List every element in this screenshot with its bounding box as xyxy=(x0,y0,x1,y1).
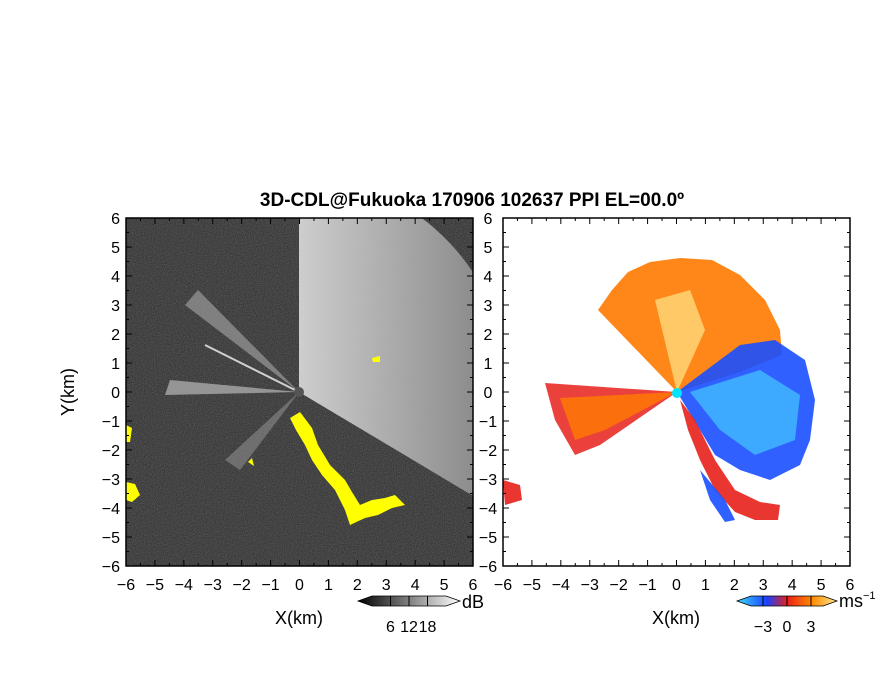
right-x-tick-label: −5 xyxy=(523,577,541,594)
right-x-tick-label: 4 xyxy=(788,577,797,594)
left-colorbar-tick-label: 12 xyxy=(400,619,418,636)
right-velocity-positive-core xyxy=(655,290,705,392)
left-radar-site xyxy=(294,387,304,397)
left-y-tick-label: 2 xyxy=(111,327,120,344)
right-colorbar: −3 0 3 ms−1 xyxy=(735,590,876,636)
right-x-tick-label: 6 xyxy=(846,577,855,594)
left-x-tick-label: −5 xyxy=(146,577,164,594)
right-y-tick-label: −4 xyxy=(479,501,497,518)
left-y-tick-labels: 6 5 4 3 2 1 0 −1 −2 −3 −4 −5 −6 xyxy=(102,211,120,576)
right-y-tick-label: 2 xyxy=(484,327,493,344)
right-y-tick-label: 5 xyxy=(484,240,493,257)
left-y-tick-label: −6 xyxy=(102,559,120,576)
right-y-tick-label: −5 xyxy=(479,530,497,547)
left-y-tick-label: −1 xyxy=(102,414,120,431)
right-x-tick-labels: −6 −5 −4 −3 −2 −1 0 1 2 3 4 5 6 xyxy=(494,577,855,594)
left-x-tick-label: −1 xyxy=(261,577,279,594)
left-x-tick-label: −2 xyxy=(233,577,251,594)
right-x-tick-label: −6 xyxy=(494,577,512,594)
left-y-tick-label: 5 xyxy=(111,240,120,257)
left-panel: −6 −5 −4 −3 −2 −1 0 1 2 3 4 5 6 6543210−1−2−3−4−5−6 … xyxy=(58,211,478,628)
right-y-tick-labels: 6 5 4 3 2 1 0 −1 −2 −3 −4 −5 −6 xyxy=(479,211,497,576)
left-x-axis-label: X(km) xyxy=(275,608,323,628)
left-y-tick-label: −3 xyxy=(102,472,120,489)
right-velocity-negative-south xyxy=(700,470,735,522)
right-velocity-strong-south xyxy=(680,400,780,520)
right-x-tick-label: 3 xyxy=(759,577,768,594)
left-clutter-west-2 xyxy=(126,482,140,502)
right-y-tick-label: −2 xyxy=(479,443,497,460)
left-echo-sector-nw xyxy=(185,290,299,392)
right-velocity-positive-west-light xyxy=(560,392,677,440)
right-x-tick-label: 1 xyxy=(701,577,710,594)
right-colorbar-ticks: −3 0 3 xyxy=(754,596,816,636)
left-clutter-speck-2 xyxy=(248,458,254,466)
left-x-tick-label: 3 xyxy=(382,577,391,594)
right-y-tick-label: 6 xyxy=(484,211,493,228)
right-x-axis-label: X(km) xyxy=(652,608,700,628)
left-x-tick-label: 2 xyxy=(353,577,362,594)
right-velocity-negative-core xyxy=(690,370,800,455)
right-x-tick-label: −2 xyxy=(610,577,628,594)
right-colorbar-tick-label: 0 xyxy=(783,619,792,636)
right-y-tick-label: 1 xyxy=(484,356,493,373)
left-y-tick-label: 4 xyxy=(111,269,120,286)
figure-title: 3D-CDL@Fukuoka 170906 102637 PPI EL=00.0… xyxy=(260,190,684,211)
left-y-tick-label: 0 xyxy=(111,385,120,402)
right-colorbar-tick-label: −3 xyxy=(754,619,772,636)
left-y-tick-label: −5 xyxy=(102,530,120,547)
left-colorbar-unit: dB xyxy=(462,592,484,612)
left-clutter-west-1 xyxy=(126,425,132,442)
right-x-tick-label: 2 xyxy=(730,577,739,594)
left-x-tick-label: 6 xyxy=(469,577,478,594)
right-y-tick-label: −1 xyxy=(479,414,497,431)
left-x-tick-labels: −6 −5 −4 −3 −2 −1 0 1 2 3 4 5 6 xyxy=(117,577,478,594)
left-y-tick-label: −2 xyxy=(102,443,120,460)
left-y-tick-label: 1 xyxy=(111,356,120,373)
right-y-tick-label: −3 xyxy=(479,472,497,489)
left-y-axis-label: Y(km) xyxy=(58,368,78,416)
left-echo-sector-west xyxy=(165,380,299,455)
left-ground-clutter xyxy=(126,356,405,525)
right-x-tick-label: 5 xyxy=(817,577,826,594)
right-radar-site xyxy=(672,388,682,398)
left-y-tick-label: −4 xyxy=(102,501,120,518)
right-colorbar-unit-sup: −1 xyxy=(863,590,876,602)
left-colorbar-tick-label: 6 xyxy=(386,619,395,636)
left-clutter-speck xyxy=(372,356,380,362)
left-x-tick-label: −3 xyxy=(204,577,222,594)
right-axis-ticks xyxy=(502,217,851,567)
left-x-tick-label: 0 xyxy=(295,577,304,594)
left-colorbar-ticks: 6 12 18 xyxy=(386,596,437,636)
left-x-tick-label: −6 xyxy=(117,577,135,594)
left-echo-spoke xyxy=(204,344,300,393)
left-colorbar: 6 12 18 dB xyxy=(356,592,484,636)
right-colorbar-unit-base: ms xyxy=(839,591,863,611)
right-x-tick-label: −3 xyxy=(581,577,599,594)
right-x-tick-label: 0 xyxy=(672,577,681,594)
right-colorbar-unit: ms−1 xyxy=(839,590,876,611)
left-clutter-ridge xyxy=(290,412,405,525)
right-x-tick-label: −4 xyxy=(552,577,570,594)
left-y-tick-label: 6 xyxy=(111,211,120,228)
right-velocity-west-edge xyxy=(503,480,522,505)
right-y-tick-label: −6 xyxy=(479,559,497,576)
left-y-tick-label: 3 xyxy=(111,298,120,315)
left-echo-sector-sw xyxy=(225,392,299,470)
right-y-tick-label: 4 xyxy=(484,269,493,286)
left-echo-sector-main xyxy=(299,218,473,496)
left-x-tick-label: −4 xyxy=(175,577,193,594)
left-x-tick-label: 4 xyxy=(411,577,420,594)
right-y-tick-label: 0 xyxy=(484,385,493,402)
right-colorbar-tick-label: 3 xyxy=(807,619,816,636)
right-y-tick-label: 3 xyxy=(484,298,493,315)
left-axis-ticks xyxy=(125,217,474,567)
left-x-tick-label: 1 xyxy=(324,577,333,594)
left-x-tick-label: 5 xyxy=(440,577,449,594)
left-colorbar-tick-label: 18 xyxy=(419,619,437,636)
right-panel: −6 −5 −4 −3 −2 −1 0 1 2 3 4 5 6 X(km) 6543210−1−2−3−… xyxy=(479,211,855,628)
right-x-tick-label: −1 xyxy=(638,577,656,594)
